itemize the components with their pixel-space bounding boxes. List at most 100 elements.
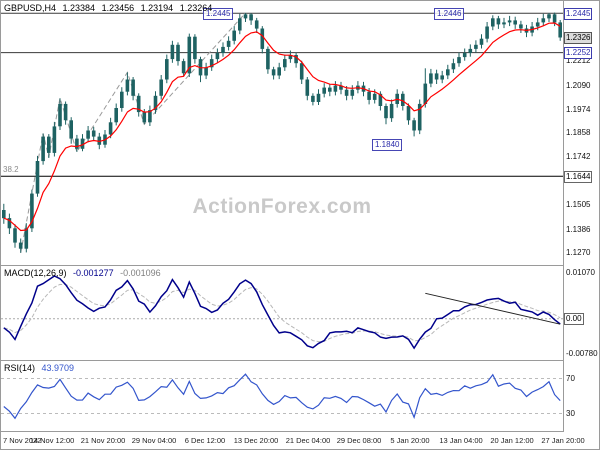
- candle-body: [271, 69, 276, 76]
- rsi-info: RSI(14) 43.9709: [4, 363, 78, 373]
- candle-body: [434, 73, 439, 80]
- candle-body: [35, 161, 40, 194]
- macd-axis-bottom: -0.00780: [566, 349, 598, 358]
- price-axis-tick: 1.1270: [566, 248, 591, 257]
- candle-body: [204, 67, 208, 76]
- candle-body: [311, 95, 315, 102]
- candle-body: [367, 91, 371, 100]
- candle-body: [249, 14, 253, 21]
- candle-body: [243, 14, 248, 19]
- time-axis-label: 27 Jan 20:00: [541, 436, 585, 445]
- price-axis-tick: 1.2212: [566, 56, 591, 65]
- time-axis-label: 29 Dec 08:00: [336, 436, 382, 445]
- price-level-label: 1.1644: [564, 171, 593, 183]
- candle-body: [535, 22, 540, 27]
- candle-body: [209, 59, 214, 68]
- candle-body: [423, 83, 428, 104]
- rsi-label: RSI(14): [4, 363, 36, 373]
- candle-body: [58, 103, 62, 127]
- candle-body: [389, 103, 394, 119]
- candle-body: [491, 18, 495, 27]
- candle-body: [558, 22, 562, 38]
- candle-body: [63, 103, 68, 121]
- candle-body: [187, 36, 192, 74]
- candle-body: [2, 210, 6, 219]
- axis-separator: [563, 1, 564, 432]
- rsi-chart-canvas: [1, 373, 563, 420]
- candle-body: [238, 18, 242, 31]
- ohlc-open: 1.23384: [62, 3, 96, 13]
- macd-signal-line: [3, 283, 561, 343]
- panel-separator: [1, 265, 599, 266]
- candle-body: [283, 59, 287, 68]
- macd-label: MACD(12,26,9): [4, 268, 67, 278]
- symbol-timeframe-label: GBPUSD,H4: [4, 3, 57, 13]
- candle-body: [97, 136, 102, 145]
- candle-body: [18, 242, 23, 249]
- price-axis-tick: 1.1858: [566, 128, 591, 137]
- time-axis-label: 5 Jan 20:00: [390, 436, 430, 445]
- price-axis: 1.2212 1.2090 1.1974 1.1858 1.1742 1.1505 1.13…: [564, 1, 599, 432]
- rsi-line: [3, 373, 561, 420]
- price-panel: ActionForex.com GBPUSD,H4 1.23384 1.2345…: [1, 1, 563, 265]
- zigzag-line: [20, 12, 246, 253]
- candle-body: [148, 110, 152, 123]
- macd-chart-canvas: [1, 275, 563, 350]
- symbol-info: GBPUSD,H4 1.23384 1.23456 1.23194 1.2326…: [4, 3, 216, 13]
- candle-body: [412, 120, 416, 131]
- macd-main-line: [3, 275, 561, 350]
- time-axis-label: 20 Jan 12:00: [490, 436, 534, 445]
- macd-panel: MACD(12,26,9) -0.001277 -0.001096: [1, 266, 563, 360]
- candle-body: [316, 93, 321, 102]
- time-axis-label: 6 Dec 12:00: [184, 436, 226, 445]
- ohlc-close: 1.23264: [179, 3, 213, 13]
- candle-body: [502, 22, 506, 25]
- price-level-label: 1.2326: [564, 32, 593, 44]
- rsi-value: 43.9709: [41, 363, 75, 373]
- candle-body: [221, 46, 225, 53]
- price-level-label: 1.2252: [564, 47, 593, 59]
- time-axis-label: 14 Nov 12:00: [29, 436, 75, 445]
- macd-info: MACD(12,26,9) -0.001277 -0.001096: [4, 268, 165, 278]
- candle-body: [440, 75, 444, 80]
- candle-body: [170, 44, 175, 60]
- time-axis-label: 21 Dec 04:00: [285, 436, 331, 445]
- candle-body: [372, 93, 377, 100]
- candle-body: [496, 18, 501, 25]
- candle-body: [541, 18, 546, 23]
- candle-body: [30, 193, 34, 229]
- candle-body: [406, 106, 411, 121]
- candle-body: [181, 61, 186, 74]
- candle-body: [462, 53, 467, 58]
- candle-body: [165, 59, 169, 80]
- price-axis-tick: 1.1974: [566, 105, 591, 114]
- ohlc-low: 1.23194: [140, 3, 174, 13]
- price-annotation: 1.2446: [434, 8, 465, 20]
- macd-value-main: -0.001277: [73, 268, 114, 278]
- candle-body: [7, 218, 12, 229]
- candle-body: [344, 89, 349, 96]
- macd-axis-zero: 0.00: [564, 313, 584, 325]
- candle-body: [47, 136, 51, 153]
- candle-body: [294, 55, 298, 64]
- candle-body: [69, 120, 73, 139]
- candle-body: [451, 63, 456, 70]
- candle-body: [226, 40, 231, 47]
- candle-body: [52, 126, 57, 153]
- candle-body: [513, 20, 517, 25]
- panel-separator: [1, 360, 599, 361]
- candle-body: [384, 106, 388, 119]
- price-annotation: 1.1840: [372, 139, 403, 151]
- candle-body: [333, 85, 338, 92]
- candle-body: [519, 24, 523, 29]
- candle-body: [24, 228, 29, 249]
- candle-body: [328, 87, 332, 92]
- candle-body: [507, 20, 512, 23]
- candle-body: [299, 63, 304, 80]
- candle-body: [485, 26, 489, 39]
- panel-separator: [1, 431, 599, 432]
- candle-body: [417, 103, 422, 131]
- candle-body: [108, 122, 113, 135]
- candle-body: [322, 87, 326, 94]
